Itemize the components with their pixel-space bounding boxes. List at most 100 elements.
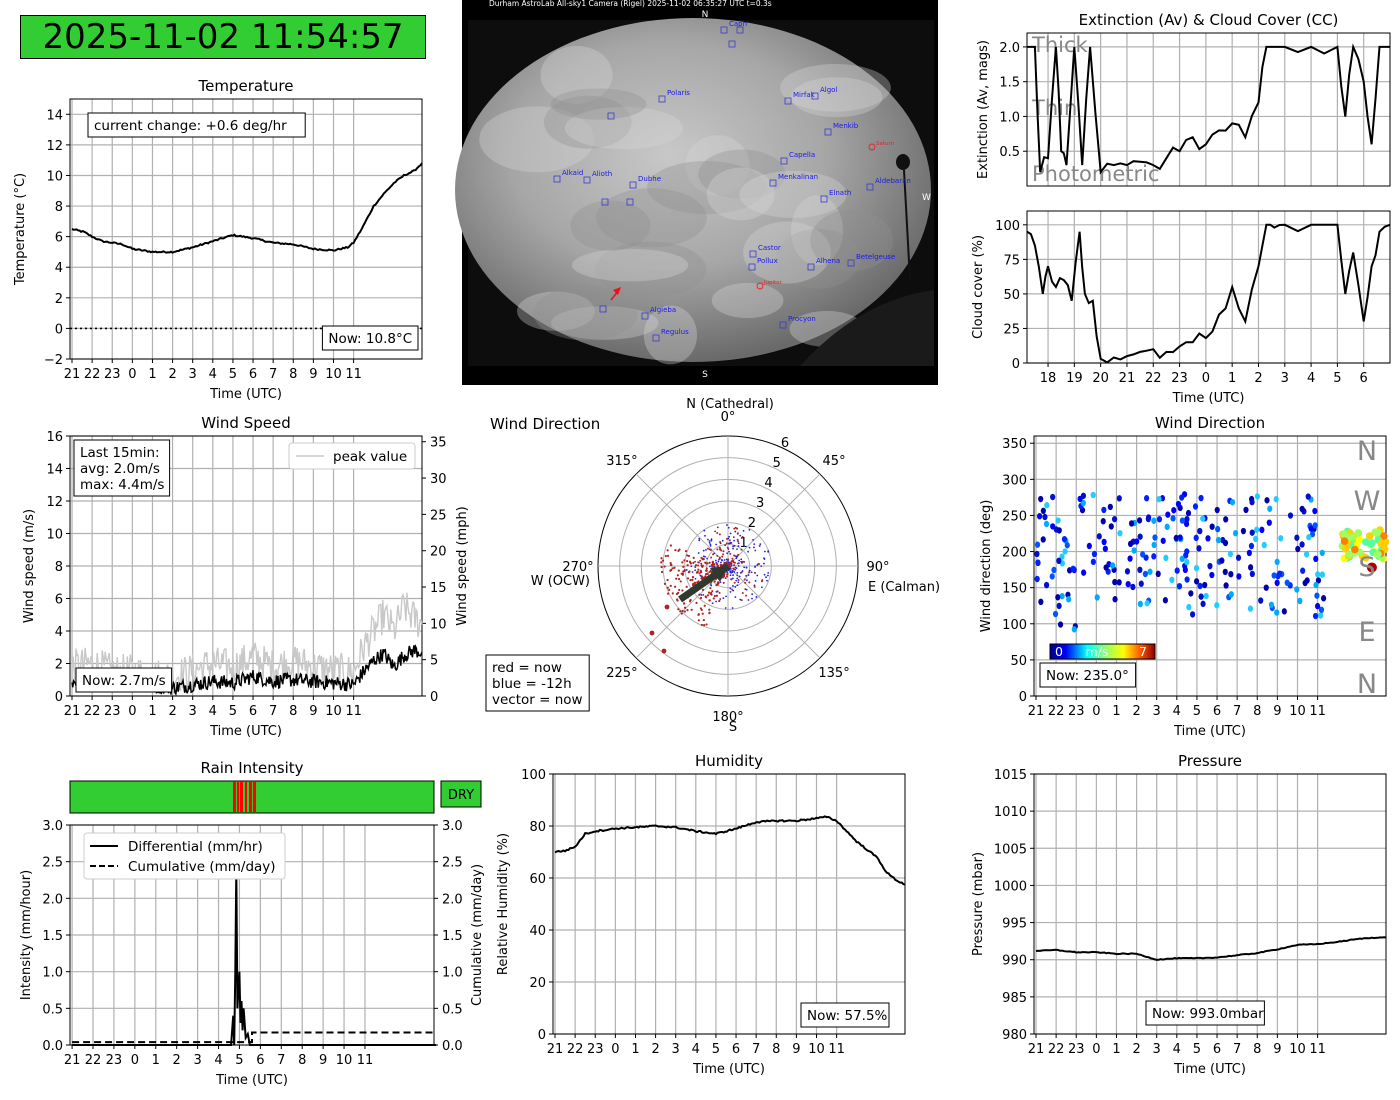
wind-point-now <box>728 566 731 569</box>
wind-point-now <box>733 564 736 567</box>
wind-point-old <box>754 566 756 568</box>
y2-tick-label: 1.0 <box>442 966 463 981</box>
colorbar <box>1049 643 1156 660</box>
x-tick-label: 21 <box>547 1042 564 1057</box>
wind-point-now <box>736 538 739 541</box>
y-tick-label: 16 <box>46 430 63 445</box>
wind-point-old <box>767 571 770 574</box>
wind-point-old <box>748 569 751 572</box>
wind-point-old <box>734 596 737 598</box>
x-tick-label: 4 <box>214 1053 222 1068</box>
y-tick-label: 250 <box>1002 509 1027 524</box>
wind-direction-point <box>1249 529 1255 536</box>
wind-direction-point <box>1315 577 1322 584</box>
y-axis-label: Pressure (mbar) <box>971 852 986 956</box>
wind-point-now <box>748 581 751 584</box>
y-tick-label: 6 <box>55 231 63 246</box>
wind-point-now <box>671 592 674 595</box>
cloud-patch <box>517 291 595 331</box>
wind-vector-head <box>710 566 728 582</box>
wind-direction-point <box>1056 527 1062 534</box>
wind-direction-point <box>1308 525 1314 532</box>
wind-direction-point <box>1042 513 1048 521</box>
wind-direction-point <box>1264 497 1270 504</box>
wind-direction-point-recent <box>1379 532 1388 540</box>
rain-legend-label: Differential (mm/hr) <box>128 839 263 855</box>
star-marker <box>784 97 792 105</box>
x-axis-label: Time (UTC) <box>1173 1062 1246 1077</box>
x-tick-label: 6 <box>249 704 257 719</box>
wind-point-now <box>676 574 679 577</box>
cloud-patch <box>550 88 647 120</box>
x-tick-label: 3 <box>193 1053 201 1068</box>
wind-direction-point <box>1315 571 1321 578</box>
wind-direction-point <box>1142 570 1148 578</box>
wind-point-now <box>709 586 712 590</box>
wind-point-now <box>726 537 729 540</box>
humidity-line <box>554 815 906 886</box>
wind-point-now <box>704 561 707 564</box>
wind-direction-point <box>1246 549 1252 557</box>
x-tick-label: 6 <box>1213 704 1221 719</box>
wind-direction-point <box>1151 541 1157 549</box>
wind-point-now <box>660 565 663 569</box>
wind-direction-point <box>1111 515 1118 523</box>
x-tick-label: 3 <box>1281 371 1289 386</box>
wind-point-old <box>710 539 713 542</box>
wind-direction-point <box>1059 553 1065 560</box>
wind-point-now <box>700 564 703 567</box>
polar-spoke <box>635 565 729 659</box>
wind-point-now <box>686 577 690 580</box>
wind-point-now <box>711 562 715 565</box>
angle-label: 135° <box>818 666 849 681</box>
wind-point-old <box>725 524 728 526</box>
plot-frame <box>1033 435 1387 697</box>
y-tick-label: −2 <box>44 353 63 368</box>
wind-point-old <box>691 571 694 573</box>
wind-direction-point <box>1200 515 1206 522</box>
wind-point-old <box>750 571 753 574</box>
wind-point-now <box>678 548 681 551</box>
cloud-patch <box>647 161 766 215</box>
x-tick-label: 7 <box>1233 1042 1241 1057</box>
wind-point-now <box>692 582 695 585</box>
wind-point-now <box>697 613 700 616</box>
wind-direction-point <box>1259 526 1265 534</box>
star-label: Regulus <box>661 328 689 336</box>
star-label: Dubhe <box>638 175 661 183</box>
y-tick-label: 1.0 <box>42 966 63 981</box>
cloud-patch <box>739 170 847 218</box>
wind-point-old <box>740 560 742 563</box>
cloud-patch <box>643 305 698 365</box>
wind-point-old <box>748 529 751 531</box>
y2-tick-label: 2.0 <box>442 892 463 907</box>
wind-direction-point-recent <box>1351 545 1359 554</box>
pressure-now-label: Now: 993.0mbar <box>1152 1006 1264 1022</box>
wind-point-now <box>661 559 665 562</box>
wind-point-now <box>683 606 687 609</box>
x-tick-label: 8 <box>1253 1042 1261 1057</box>
wind-point-now <box>663 582 667 585</box>
y-tick-label: 10 <box>46 169 63 184</box>
wind-point-now <box>721 555 724 558</box>
x-tick-label: 4 <box>1307 371 1315 386</box>
wind-point-now <box>719 597 722 600</box>
cloud-patch <box>570 200 651 251</box>
wind-point-now <box>733 581 736 584</box>
cloud-patch <box>743 221 832 284</box>
x-tick-label: 23 <box>106 1053 123 1068</box>
x-tick-label: 4 <box>692 1042 700 1057</box>
wind-point-now <box>753 571 756 574</box>
x-tick-label: 8 <box>289 367 297 382</box>
wind-direction-point <box>1096 533 1102 540</box>
wind-direction-point <box>1127 555 1133 562</box>
star-label: Alioth <box>592 170 612 178</box>
wind-point-now <box>684 549 688 553</box>
wind-direction-point <box>1215 536 1222 544</box>
wind-point-now <box>711 560 714 564</box>
cloud-patch <box>571 248 689 282</box>
wind-direction-point <box>1164 523 1170 531</box>
wind-point-now <box>669 544 672 547</box>
y2-tick-label: 10 <box>430 617 447 632</box>
wind-direction-point <box>1214 601 1220 609</box>
